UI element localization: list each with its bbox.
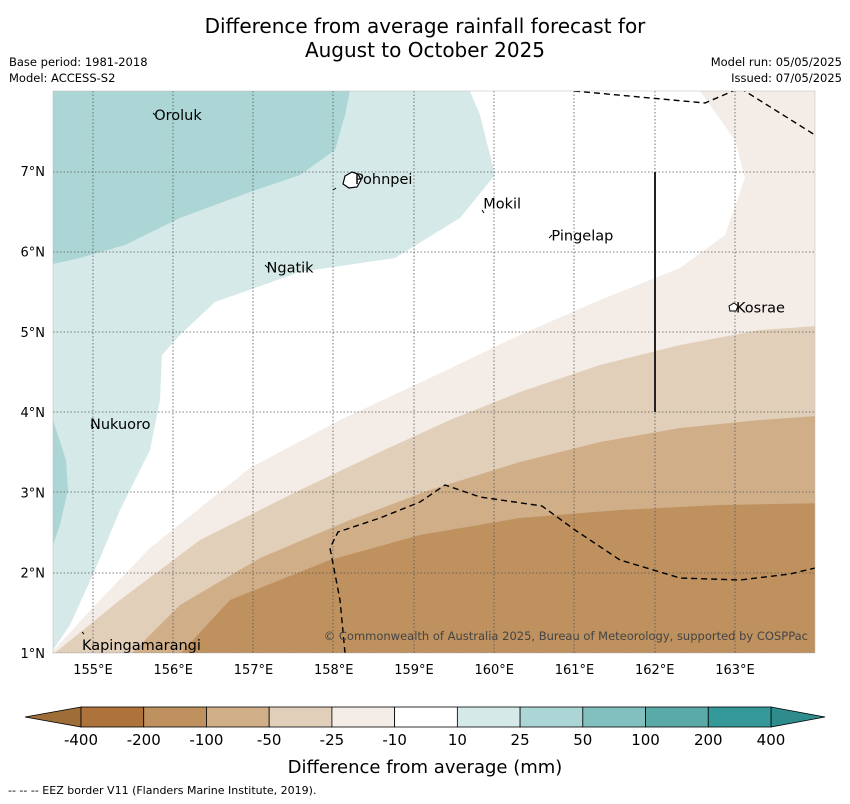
colorbar-tick-label: 100 [631, 731, 660, 749]
lat-tick-label: 7°N [21, 165, 46, 180]
base-period: Base period: 1981-2018 [9, 55, 148, 69]
ant-atoll [332, 187, 337, 191]
colorbar-tick-label: -25 [320, 731, 345, 749]
lat-tick-label: 4°N [21, 406, 46, 421]
graticule [53, 91, 815, 653]
colorbar-swatch [331, 706, 396, 728]
colorbar-labels: -400 -200 -100 -50 -25 -10 10 25 50 100 200 400 [64, 731, 785, 749]
band-25-to-50-south [53, 420, 68, 545]
colorbar-tick-label: -400 [64, 731, 98, 749]
colorbar-tick-label: -100 [189, 731, 223, 749]
colorbar-tick-label: 200 [694, 731, 723, 749]
title-line-1: Difference from average rainfall forecas… [204, 14, 646, 38]
lon-tick-label: 162°E [635, 663, 675, 678]
map-title: Difference from average rainfall forecas… [0, 14, 850, 62]
lat-tick-label: 1°N [21, 647, 46, 662]
map-frame [52, 90, 816, 654]
lon-tick-label: 161°E [555, 663, 595, 678]
colorbar-over-arrow [770, 706, 826, 728]
band-25-to-50 [53, 91, 350, 264]
longitude-labels: 155°E 156°E 157°E 158°E 159°E 160°E 161°E 162°E… [73, 663, 755, 678]
island-ticks [81, 112, 553, 635]
colorbar-tick-label: 25 [511, 731, 530, 749]
colorbar-swatch [456, 706, 521, 728]
band-minus-100-to-minus-200 [181, 503, 815, 653]
title-line-2: August to October 2025 [304, 38, 546, 62]
place-labels: Oroluk Pohnpei Mokil Pingelap Ngatik Kosrae Nu… [82, 108, 785, 654]
colorbar-swatch [80, 706, 145, 728]
place-label: Nukuoro [90, 417, 151, 433]
lon-tick-label: 163°E [715, 663, 755, 678]
colorbar-swatch [645, 706, 709, 728]
colorbar-swatch [268, 706, 333, 728]
place-label: Kapingamarangi [82, 638, 201, 654]
colorbar-swatch [143, 706, 207, 728]
colorbar-swatch [206, 706, 270, 728]
model-run: Model run: 05/05/2025 [710, 55, 842, 69]
colorbar-tick-label: 10 [448, 731, 467, 749]
colorbar-under-arrow [24, 706, 82, 728]
meta-right: Model run: 05/05/2025 Issued: 07/05/2025 [711, 54, 842, 86]
colorbar-swatch [707, 706, 772, 728]
colorbar-tick-label: -200 [127, 731, 161, 749]
lon-tick-label: 157°E [234, 663, 274, 678]
place-label: Kosrae [736, 301, 785, 317]
lat-tick-label: 3°N [21, 486, 46, 501]
lon-tick-label: 159°E [394, 663, 434, 678]
kosrae-island [728, 302, 739, 312]
place-label: Mokil [483, 196, 521, 212]
lat-tick-label: 5°N [21, 326, 46, 341]
colorbar-swatch [394, 706, 458, 728]
model-name: Model: ACCESS-S2 [9, 71, 116, 85]
colorbar-tick-label: -50 [257, 731, 282, 749]
copyright-text: © Commonwealth of Australia 2025, Bureau… [324, 629, 808, 643]
colorbar-swatch [582, 706, 646, 728]
band-10-to-25 [53, 91, 495, 650]
lon-tick-label: 156°E [153, 663, 193, 678]
place-label: Pingelap [551, 228, 613, 244]
place-label: Ngatik [267, 261, 315, 277]
colorbar-tick-label: -10 [382, 731, 407, 749]
lat-tick-label: 2°N [21, 567, 46, 582]
latitude-labels: 1°N 2°N 3°N 4°N 5°N 6°N 7°N [21, 165, 46, 662]
lon-tick-label: 158°E [314, 663, 354, 678]
colorbar-tick-label: 50 [573, 731, 592, 749]
place-label: Pohnpei [355, 172, 413, 188]
colorbar-tick-label: 400 [757, 731, 786, 749]
lon-tick-label: 160°E [474, 663, 514, 678]
colorbar-swatch [519, 706, 584, 728]
colorbar-title: Difference from average (mm) [288, 757, 563, 778]
colorbar [24, 706, 826, 728]
lat-tick-label: 6°N [21, 246, 46, 261]
place-label: Oroluk [154, 108, 202, 124]
meta-left: Base period: 1981-2018 Model: ACCESS-S2 [9, 54, 148, 86]
lon-tick-label: 155°E [73, 663, 113, 678]
eez-legend-note: -- -- -- EEZ border V11 (Flanders Marine… [8, 784, 317, 797]
pohnpei-island [342, 171, 362, 189]
eez-border [329, 91, 815, 653]
issued-date: Issued: 07/05/2025 [731, 71, 842, 85]
map-area: Oroluk Pohnpei Mokil Pingelap Ngatik Kosrae Nu… [53, 91, 815, 654]
